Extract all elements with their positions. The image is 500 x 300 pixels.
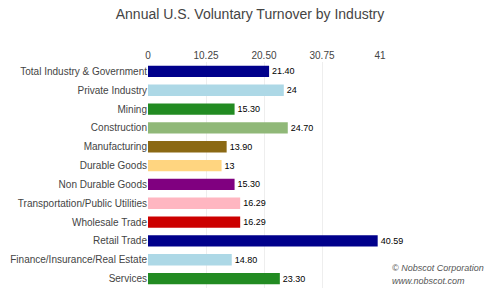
svg-text:40.59: 40.59 <box>381 236 404 246</box>
svg-text:Transportation/Public Utilitie: Transportation/Public Utilities <box>18 198 147 209</box>
svg-text:23.30: 23.30 <box>283 274 306 284</box>
svg-text:13.90: 13.90 <box>230 142 253 152</box>
svg-text:Non Durable Goods: Non Durable Goods <box>59 179 147 190</box>
svg-text:14.80: 14.80 <box>235 255 258 265</box>
svg-text:Wholesale Trade: Wholesale Trade <box>72 217 147 228</box>
svg-text:Services: Services <box>109 273 147 284</box>
svg-text:Retail Trade: Retail Trade <box>93 235 147 246</box>
svg-text:Total Industry & Government: Total Industry & Government <box>20 66 147 77</box>
svg-text:30.75: 30.75 <box>309 50 334 61</box>
svg-text:15.30: 15.30 <box>238 104 261 114</box>
svg-text:13: 13 <box>225 161 235 171</box>
svg-text:Private Industry: Private Industry <box>78 85 147 96</box>
svg-text:10.25: 10.25 <box>193 50 218 61</box>
svg-text:24: 24 <box>287 85 297 95</box>
svg-text:16.29: 16.29 <box>243 198 266 208</box>
svg-text:20.50: 20.50 <box>251 50 276 61</box>
svg-text:16.29: 16.29 <box>243 217 266 227</box>
svg-text:0: 0 <box>145 50 151 61</box>
svg-text:24.70: 24.70 <box>291 123 314 133</box>
svg-text:41: 41 <box>374 50 386 61</box>
svg-text:15.30: 15.30 <box>238 179 261 189</box>
svg-text:Mining: Mining <box>118 104 147 115</box>
svg-text:21.40: 21.40 <box>272 66 295 76</box>
svg-text:Manufacturing: Manufacturing <box>84 141 147 152</box>
svg-text:Annual U.S. Voluntary Turnover: Annual U.S. Voluntary Turnover by Indust… <box>116 6 384 22</box>
svg-text:www.nobscot.com: www.nobscot.com <box>392 276 465 286</box>
svg-text:Construction: Construction <box>91 122 147 133</box>
svg-text:© Nobscot Corporation: © Nobscot Corporation <box>392 263 484 273</box>
svg-text:Durable Goods: Durable Goods <box>80 160 147 171</box>
svg-text:Finance/Insurance/Real Estate: Finance/Insurance/Real Estate <box>10 254 147 265</box>
